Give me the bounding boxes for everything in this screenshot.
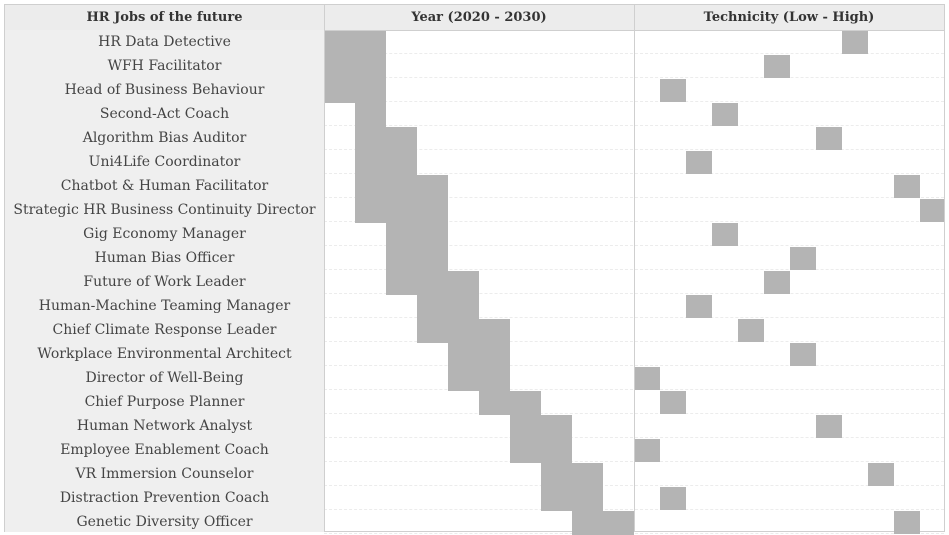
job-label: Gig Economy Manager [83,226,246,242]
technicity-marker [712,223,738,246]
year-span-bar [386,271,479,295]
job-label: VR Immersion Counselor [75,466,254,482]
job-labels-column [5,30,324,532]
year-span-bar [479,391,541,415]
job-label: Genetic Diversity Officer [76,514,253,530]
year-span-bar [355,175,448,199]
year-span-bar [355,127,417,151]
job-label: Chatbot & Human Facilitator [60,178,269,194]
technicity-marker [738,319,764,342]
technicity-marker [816,127,842,150]
year-span-bar [324,31,386,55]
job-label: Algorithm Bias Auditor [82,130,247,146]
technicity-marker [660,79,686,102]
job-label: Future of Work Leader [83,274,246,290]
year-span-bar [386,223,448,247]
year-span-bar [355,103,386,127]
job-label: HR Data Detective [98,34,231,50]
technicity-marker [790,247,816,270]
year-span-bar [572,511,634,535]
job-label: Second-Act Coach [99,106,230,122]
technicity-marker [686,151,712,174]
technicity-marker [790,343,816,366]
year-span-bar [448,367,510,391]
year-span-bar [355,199,448,223]
technicity-marker [764,271,790,294]
job-label: Distraction Prevention Coach [59,490,270,506]
technicity-marker [842,31,868,54]
year-span-bar [448,343,510,367]
year-span-bar [510,439,572,463]
column-header-year: Year (2020 - 2030) [411,10,547,25]
year-span-bar [417,319,510,343]
year-span-bar [355,151,417,175]
technicity-marker [920,199,944,222]
year-span-bar [386,247,448,271]
technicity-marker [686,295,712,318]
technicity-marker [894,511,920,534]
technicity-marker [764,55,790,78]
year-span-bar [324,79,386,103]
bars-plot [324,31,944,535]
job-label: Human Network Analyst [76,418,253,434]
header-row: HR Jobs of the future Year (2020 - 2030)… [5,5,944,31]
year-span-bar [541,463,603,487]
technicity-marker [660,487,686,510]
divider-year [324,5,325,532]
technicity-marker [660,391,686,414]
technicity-marker [868,463,894,486]
year-span-bar [541,487,603,511]
job-label: Head of Business Behaviour [64,82,265,98]
job-label: Director of Well-Being [85,370,244,386]
job-label: Human-Machine Teaming Manager [38,298,291,314]
divider-technicity [634,5,635,532]
year-span-bar [417,295,479,319]
year-span-bar [324,55,386,79]
chart-table: HR Jobs of the future Year (2020 - 2030)… [4,4,945,535]
column-header-jobs: HR Jobs of the future [86,10,243,25]
job-label: Chief Climate Response Leader [52,322,277,338]
job-label: Workplace Environmental Architect [37,346,292,362]
job-label: WFH Facilitator [107,58,222,74]
technicity-marker [712,103,738,126]
job-label: Strategic HR Business Continuity Directo… [13,202,316,218]
job-label: Employee Enablement Coach [60,442,269,458]
year-span-bar [510,415,572,439]
technicity-marker [894,175,920,198]
technicity-marker [816,415,842,438]
job-label: Chief Purpose Planner [84,394,245,410]
technicity-marker [634,367,660,390]
technicity-marker [634,439,660,462]
job-label: Uni4Life Coordinator [88,154,241,170]
column-header-technicity: Technicity (Low - High) [703,10,875,25]
job-label: Human Bias Officer [94,250,235,266]
